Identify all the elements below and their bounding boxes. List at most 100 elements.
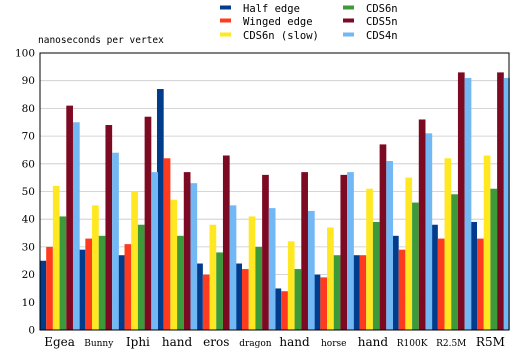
bar-cds5n-hand-6 <box>301 172 308 330</box>
y-tick-label: 60 <box>22 158 35 170</box>
bar-winged-edge-dragon-5 <box>242 269 249 330</box>
legend-label-cds5n: CDS5n <box>366 16 398 28</box>
y-tick-label: 30 <box>22 241 35 253</box>
y-tick-label: 70 <box>22 131 35 143</box>
bar-cds6n-slow-r100k-9 <box>405 177 413 330</box>
bars <box>39 72 510 331</box>
bar-winged-edge-eros-4 <box>202 274 210 330</box>
bar-cds6n-slow-hand-6 <box>287 241 295 330</box>
bar-winged-edge-hand-8 <box>359 255 367 330</box>
bar-half-edge-r5m-11 <box>470 221 478 330</box>
y-tick-labels: 0 10 20 30 40 50 60 70 80 90 100 <box>15 48 35 337</box>
bar-cds6n-slow-r2-5m-10 <box>444 158 452 330</box>
bar-cds6n-hand-6 <box>294 269 302 330</box>
bar-cds6n-dragon-5 <box>255 246 263 330</box>
y-tick-label: 0 <box>28 325 35 337</box>
legend-label-half-edge: Half edge <box>243 3 300 15</box>
bar-cds5n-dragon-5 <box>262 174 269 330</box>
bar-cds6n-slow-horse-7 <box>327 227 334 330</box>
x-tick-label-egea: Egea <box>44 335 75 349</box>
x-tick-label-bunny: Bunny <box>84 339 114 349</box>
bar-cds5n-eros-4 <box>222 155 230 330</box>
bar-cds4n-hand-3 <box>190 183 198 330</box>
legend-label-winged-edge: Winged edge <box>243 16 313 28</box>
x-tick-label-horse: horse <box>321 339 346 349</box>
bar-cds4n-horse-7 <box>347 172 354 330</box>
bar-cds4n-hand-6 <box>307 210 315 330</box>
bar-cds4n-r5m-11 <box>503 77 510 331</box>
bar-half-edge-r100k-9 <box>391 235 399 330</box>
bar-winged-edge-hand-6 <box>281 291 288 330</box>
bar-half-edge-bunny-1 <box>78 249 86 330</box>
y-tick-label: 80 <box>22 103 35 115</box>
bar-cds6n-slow-hand-3 <box>170 199 178 330</box>
bar-cds4n-r100k-9 <box>425 133 433 330</box>
bar-cds5n-egea-0 <box>66 105 73 330</box>
bar-winged-edge-hand-3 <box>163 158 171 330</box>
bar-winged-edge-bunny-1 <box>85 238 93 330</box>
legend-swatch-cds4n <box>343 32 354 37</box>
y-tick-label: 50 <box>22 186 35 198</box>
plot-frame <box>39 52 510 331</box>
legend-label-cds6n: CDS6n <box>366 3 398 15</box>
bar-cds6n-slow-bunny-1 <box>92 205 99 330</box>
y-tick-label: 90 <box>22 75 35 87</box>
bar-half-edge-dragon-5 <box>235 263 243 330</box>
bar-cds6n-slow-hand-8 <box>366 188 373 330</box>
legend-swatch-cds6n <box>343 5 354 10</box>
bar-cds4n-r2-5m-10 <box>464 77 472 331</box>
bar-cds6n-slow-eros-4 <box>209 224 217 330</box>
legend-swatch-cds5n <box>343 18 354 23</box>
bar-winged-edge-iphi-2 <box>124 244 132 330</box>
y-tick-label: 100 <box>15 48 35 60</box>
bar-cds6n-slow-dragon-5 <box>248 216 256 330</box>
legend-label-cds4n: CDS4n <box>366 30 398 42</box>
bar-half-edge-iphi-2 <box>117 255 125 330</box>
bar-cds5n-bunny-1 <box>105 125 113 331</box>
bar-cds6n-r2-5m-10 <box>451 194 458 330</box>
bar-half-edge-egea-0 <box>39 260 47 330</box>
bar-winged-edge-egea-0 <box>46 246 53 330</box>
y-tick-label: 20 <box>22 269 35 281</box>
x-tick-label-iphi: Iphi <box>126 335 150 349</box>
bar-cds6n-slow-egea-0 <box>52 185 60 330</box>
bar-cds6n-r5m-11 <box>490 188 498 330</box>
bar-cds4n-egea-0 <box>72 122 80 330</box>
bar-winged-edge-r2-5m-10 <box>437 238 445 330</box>
bar-cds6n-bunny-1 <box>98 235 106 330</box>
y-axis-title: nanoseconds per vertex <box>38 35 164 46</box>
bar-cds5n-r100k-9 <box>418 119 426 330</box>
bar-cds6n-slow-r5m-11 <box>483 155 491 330</box>
legend-swatch-half-edge <box>220 5 231 10</box>
bar-cds5n-r2-5m-10 <box>457 72 465 330</box>
x-tick-label-hand: hand <box>358 335 389 349</box>
bar-winged-edge-r100k-9 <box>398 249 406 330</box>
bar-cds6n-r100k-9 <box>412 202 419 330</box>
legend-label-cds6n-slow: CDS6n (slow) <box>243 30 319 42</box>
bar-winged-edge-r5m-11 <box>477 238 484 330</box>
legend-swatch-winged-edge <box>220 18 231 23</box>
x-tick-label-eros: eros <box>203 335 229 349</box>
bar-half-edge-r2-5m-10 <box>431 224 438 330</box>
bar-cds5n-iphi-2 <box>144 116 152 331</box>
bar-cds6n-eros-4 <box>216 252 223 330</box>
x-tick-label-r100k: R100K <box>397 339 428 349</box>
x-tick-label-r2-5m: R2.5M <box>436 339 466 349</box>
bar-half-edge-hand-6 <box>274 288 282 330</box>
bar-cds4n-bunny-1 <box>112 152 119 330</box>
y-tick-label: 10 <box>22 297 35 309</box>
bar-half-edge-eros-4 <box>196 263 203 330</box>
bar-cds4n-hand-8 <box>386 161 394 330</box>
x-tick-label-hand: hand <box>162 335 193 349</box>
x-tick-label-dragon: dragon <box>239 339 272 349</box>
bar-cds6n-egea-0 <box>59 216 67 330</box>
bar-half-edge-horse-7 <box>313 274 321 330</box>
bar-cds5n-horse-7 <box>340 174 348 330</box>
bar-half-edge-hand-8 <box>352 255 360 330</box>
bar-cds4n-eros-4 <box>229 205 237 330</box>
bar-cds6n-iphi-2 <box>137 224 145 330</box>
x-tick-label-r5m: R5M <box>476 335 505 349</box>
